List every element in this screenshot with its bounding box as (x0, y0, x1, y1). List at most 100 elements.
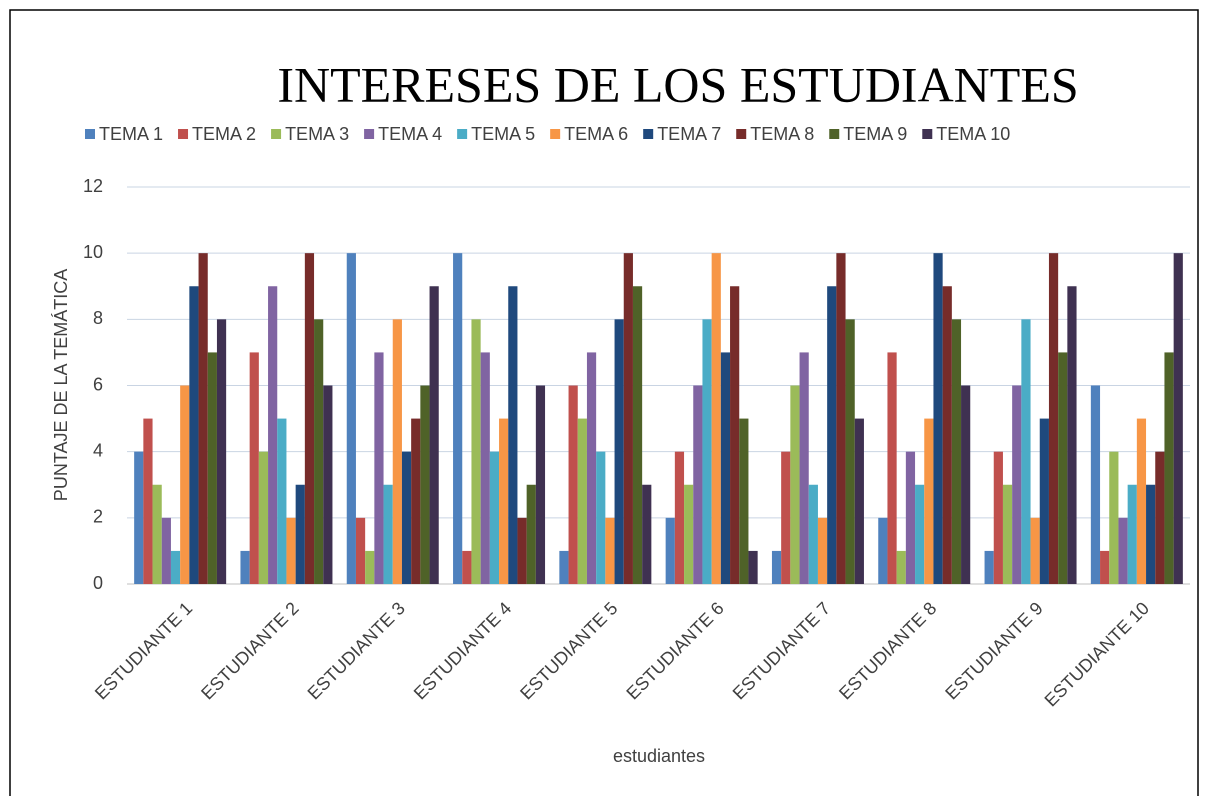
bar (480, 352, 490, 584)
bar (596, 451, 606, 584)
legend-label: TEMA 10 (936, 124, 1010, 144)
bar (942, 286, 952, 584)
bar (1021, 319, 1031, 584)
bar (1058, 352, 1068, 584)
bar (535, 385, 546, 584)
legend-label: TEMA 1 (99, 124, 163, 144)
bar (517, 517, 527, 584)
bar (471, 319, 481, 584)
bar (365, 550, 375, 584)
y-tick-label: 0 (93, 573, 103, 593)
bar (1048, 253, 1059, 584)
bar (180, 385, 190, 584)
bar (924, 418, 934, 584)
bar (790, 385, 800, 584)
bar (827, 286, 837, 584)
bar (170, 550, 181, 584)
legend-label: TEMA 5 (471, 124, 535, 144)
bar (1173, 253, 1183, 584)
legend-swatch (457, 129, 468, 139)
bar (748, 550, 758, 584)
bar (568, 385, 578, 584)
bar (887, 352, 897, 584)
legend-label: TEMA 2 (192, 124, 256, 144)
bar (1100, 550, 1110, 584)
bar (1136, 418, 1147, 584)
bar (1002, 484, 1013, 584)
bar (1127, 484, 1137, 584)
bar (915, 484, 925, 584)
legend-swatch (550, 129, 561, 139)
bar (355, 517, 366, 584)
bar (134, 451, 144, 584)
bar (684, 484, 694, 584)
legend-swatch (85, 129, 95, 139)
bar (1090, 385, 1101, 584)
bar (614, 319, 624, 584)
bar (161, 517, 171, 584)
chart-title: INTERESES DE LOS ESTUDIANTES (277, 56, 1078, 112)
bar (854, 418, 864, 584)
bar (499, 418, 509, 584)
bar (258, 451, 269, 584)
bar (896, 550, 906, 584)
bar (304, 253, 315, 584)
bar (771, 550, 782, 584)
bar (216, 319, 227, 584)
legend-label: TEMA 8 (750, 124, 814, 144)
bar (1146, 484, 1156, 584)
bar (845, 319, 855, 584)
bar (383, 484, 393, 584)
legend-label: TEMA 9 (843, 124, 907, 144)
bar (1155, 451, 1165, 584)
bar (268, 286, 278, 584)
bar (314, 319, 324, 584)
bar (730, 286, 740, 584)
bar (1109, 451, 1119, 584)
bar (799, 352, 809, 584)
bar (453, 253, 463, 584)
legend-swatch (643, 129, 654, 139)
bar (559, 550, 569, 584)
bar (508, 286, 518, 584)
bar (198, 253, 208, 584)
bar (462, 550, 472, 584)
bar (577, 418, 587, 584)
bar (392, 319, 402, 584)
y-tick-label: 8 (93, 308, 103, 328)
bar (1012, 385, 1022, 584)
y-axis-title: PUNTAJE DE LA TEMÁTICA (51, 269, 71, 501)
bar (1039, 418, 1049, 584)
legend-swatch (829, 129, 840, 139)
bar (143, 418, 153, 584)
bar (277, 418, 287, 584)
legend-label: TEMA 4 (378, 124, 442, 144)
bar (702, 319, 712, 584)
bar (286, 517, 296, 584)
bar (1164, 352, 1174, 584)
legend-swatch (178, 129, 189, 139)
bar (632, 286, 643, 584)
y-tick-label: 2 (93, 507, 103, 527)
bar (207, 352, 217, 584)
bar (905, 451, 916, 584)
legend-label: TEMA 7 (657, 124, 721, 144)
bar (189, 286, 199, 584)
y-tick-label: 4 (93, 440, 103, 460)
bar (808, 484, 818, 584)
bar (1118, 517, 1128, 584)
bar (1067, 286, 1077, 584)
bar (739, 418, 749, 584)
legend-label: TEMA 6 (564, 124, 628, 144)
bar (249, 352, 259, 584)
bar (720, 352, 731, 584)
bar (374, 352, 384, 584)
bar (489, 451, 500, 584)
x-axis-title: estudiantes (613, 746, 705, 766)
bar (674, 451, 685, 584)
bar (711, 253, 721, 584)
bar (1030, 517, 1040, 584)
bar (346, 253, 356, 584)
bar (984, 550, 994, 584)
bar (642, 484, 652, 584)
